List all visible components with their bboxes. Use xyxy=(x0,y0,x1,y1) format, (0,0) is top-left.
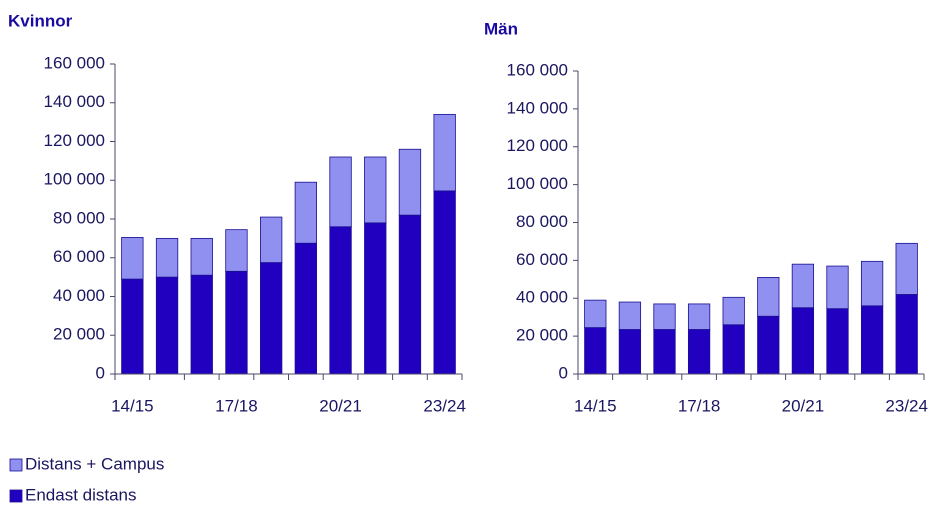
bar-segment xyxy=(826,308,849,375)
bar-segment xyxy=(398,148,422,216)
bar-segment xyxy=(895,294,918,375)
bar-segment xyxy=(190,237,213,276)
y-tick-label: 0 xyxy=(96,363,105,382)
bar-segment xyxy=(584,299,607,329)
bar-segment xyxy=(687,303,711,330)
chart-title: Män xyxy=(484,19,518,38)
legend-label: Distans + Campus xyxy=(25,454,164,473)
x-tick-label: 23/24 xyxy=(885,396,928,415)
bar-segment xyxy=(433,113,456,192)
bar-segment xyxy=(121,278,144,375)
bar-segment xyxy=(618,301,642,330)
bar-segment xyxy=(653,329,676,375)
bar-segment xyxy=(259,216,283,263)
y-tick-label: 140 000 xyxy=(507,98,568,117)
y-tick-label: 160 000 xyxy=(44,53,105,72)
bar-segment xyxy=(860,305,884,375)
y-tick-label: 140 000 xyxy=(44,92,105,111)
x-tick-label: 14/15 xyxy=(574,396,617,415)
bar-segment xyxy=(294,181,318,244)
y-tick-label: 0 xyxy=(559,363,568,382)
y-tick-label: 120 000 xyxy=(44,131,105,150)
bar-segment xyxy=(791,307,815,375)
bar-segment xyxy=(225,270,248,375)
bar-segment xyxy=(329,156,352,228)
bar-segment xyxy=(190,274,213,375)
bar-segment xyxy=(433,190,456,375)
bar-segment xyxy=(826,265,849,310)
y-tick-label: 40 000 xyxy=(516,288,568,307)
legend-swatch xyxy=(9,489,23,503)
legend-label: Endast distans xyxy=(25,485,137,504)
bar-segment xyxy=(294,242,318,375)
x-tick-label: 20/21 xyxy=(782,396,825,415)
x-tick-label: 14/15 xyxy=(111,396,154,415)
bar-segment xyxy=(618,329,642,375)
bar-segment xyxy=(155,237,179,278)
x-tick-label: 23/24 xyxy=(423,396,466,415)
y-tick-label: 160 000 xyxy=(507,60,568,79)
bar-segment xyxy=(584,327,607,375)
y-tick-label: 100 000 xyxy=(44,170,105,189)
bar-segment xyxy=(722,324,745,375)
x-tick-label: 20/21 xyxy=(319,396,362,415)
bar-segment xyxy=(259,262,283,375)
y-tick-label: 100 000 xyxy=(507,174,568,193)
bar-segment xyxy=(398,214,422,375)
y-tick-label: 60 000 xyxy=(53,247,105,266)
y-tick-label: 80 000 xyxy=(516,212,568,231)
legend-swatch xyxy=(9,458,23,472)
y-tick-label: 20 000 xyxy=(516,326,568,345)
y-tick-label: 80 000 xyxy=(53,208,105,227)
bar-segment xyxy=(329,226,352,375)
bar-segment xyxy=(860,260,884,307)
y-tick-label: 120 000 xyxy=(507,136,568,155)
y-tick-label: 40 000 xyxy=(53,286,105,305)
bar-segment xyxy=(895,242,918,295)
bar-segment xyxy=(687,329,711,375)
y-tick-label: 60 000 xyxy=(516,250,568,269)
y-tick-label: 20 000 xyxy=(53,325,105,344)
x-tick-label: 17/18 xyxy=(678,396,721,415)
bar-segment xyxy=(364,156,387,224)
bar-segment xyxy=(364,222,387,375)
bar-segment xyxy=(722,296,745,326)
bar-segment xyxy=(121,237,144,280)
bar-segment xyxy=(757,315,780,375)
chart-title: Kvinnor xyxy=(8,11,73,30)
bar-segment xyxy=(653,303,676,330)
bar-segment xyxy=(225,229,248,272)
x-tick-label: 17/18 xyxy=(215,396,258,415)
bar-segment xyxy=(155,276,179,375)
bar-segment xyxy=(757,277,780,317)
bar-segment xyxy=(791,263,815,309)
